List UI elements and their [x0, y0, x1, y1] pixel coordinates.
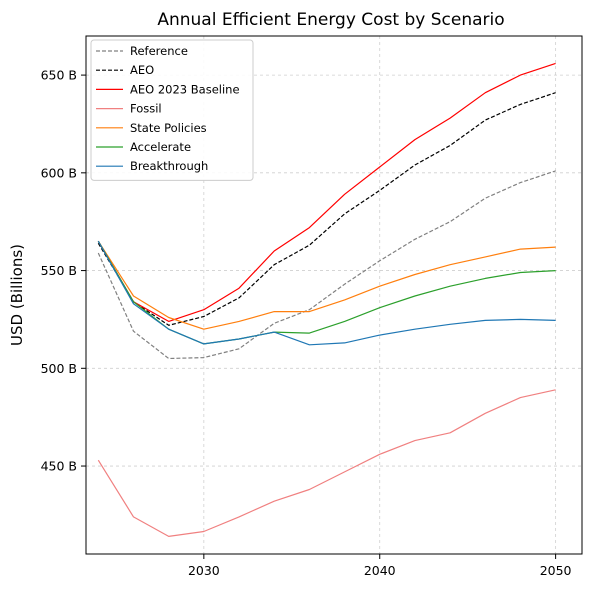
series-line-reference — [97, 170, 556, 360]
series-line-fossil — [97, 389, 556, 538]
legend-label-state-policies: State Policies — [130, 121, 207, 135]
legend-label-aeo: AEO — [130, 63, 154, 77]
y-tick-label: 650 B — [41, 68, 77, 83]
axis-ticks: 2030 2040 2050 450 B 500 B 550 B 600 B 650 B — [41, 68, 572, 578]
y-tick-label: 500 B — [41, 361, 77, 376]
series-layer — [97, 62, 556, 538]
legend-label-accelerate: Accelerate — [130, 140, 191, 154]
legend: Reference AEO AEO 2023 Baseline Fossil State… — [90, 39, 254, 181]
series-line-state-policies — [97, 240, 556, 330]
plot-frame — [85, 35, 583, 555]
x-tick-label: 2040 — [364, 563, 396, 578]
x-tick-label: 2030 — [188, 563, 220, 578]
legend-box — [90, 39, 254, 181]
y-axis-label: USD (Billions) — [8, 244, 26, 346]
legend-label-aeo-2023-baseline: AEO 2023 Baseline — [130, 82, 240, 96]
legend-label-breakthrough: Breakthrough — [130, 159, 208, 173]
y-tick-label: 450 B — [41, 459, 77, 474]
x-tick-label: 2050 — [540, 563, 572, 578]
y-tick-label: 550 B — [41, 263, 77, 278]
legend-label-reference: Reference — [130, 44, 188, 58]
series-line-aeo — [97, 92, 556, 326]
y-tick-label: 600 B — [41, 165, 77, 180]
legend-label-fossil: Fossil — [130, 102, 162, 116]
series-line-breakthrough — [97, 240, 556, 346]
chart-title: Annual Efficient Energy Cost by Scenario — [157, 10, 504, 30]
